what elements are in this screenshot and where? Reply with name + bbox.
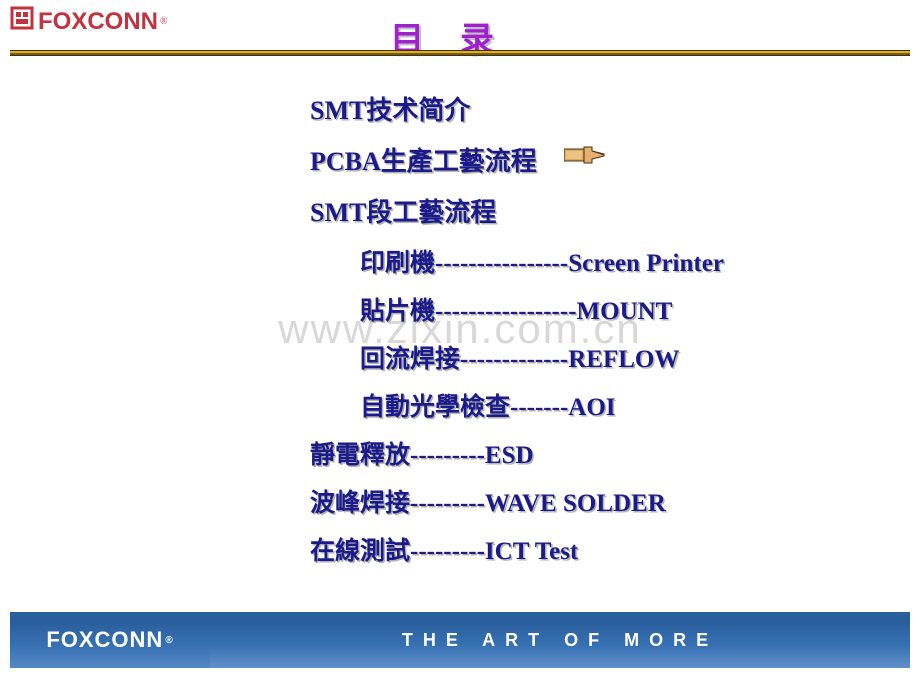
logo-text: FOXCONN [38,8,158,36]
logo-registered: ® [160,16,168,27]
footer-registered: ® [165,635,173,646]
footer-slogan: THE ART OF MORE [210,612,910,668]
toc-item-wave: 波峰焊接---------WAVE SOLDER [310,483,920,519]
toc-item-smt-process: SMT段工藝流程 [310,192,920,229]
footer-brand-text: FOXCONN [46,627,163,653]
foxconn-logo-top: FOXCONN ® [10,6,168,37]
toc-sub-reflow: 回流焊接-------------REFLOW [360,339,920,375]
footer-bar: FOXCONN ® THE ART OF MORE [10,612,910,668]
toc-item-esd: 靜電釋放---------ESD [310,435,920,471]
pointer-hand-icon [564,143,608,167]
toc-content: SMT技术简介 PCBA生產工藝流程 SMT段工藝流程 印刷機---------… [0,90,920,579]
toc-item-ict: 在線測試---------ICT Test [310,531,920,567]
toc-sub-aoi: 自動光學檢查-------AOI [360,387,920,423]
footer-brand: FOXCONN ® [10,612,210,668]
header: FOXCONN ® 目录 [0,0,920,60]
toc-item-pcba-label: PCBA生產工藝流程 [310,147,537,176]
logo-mark-icon [10,6,34,37]
toc-item-pcba: PCBA生產工藝流程 [310,141,920,178]
toc-sub-printer: 印刷機----------------Screen Printer [360,243,920,279]
toc-item-smt-intro: SMT技术简介 [310,90,920,127]
toc-sub-mount: 貼片機-----------------MOUNT [360,291,920,327]
header-divider [10,50,910,56]
